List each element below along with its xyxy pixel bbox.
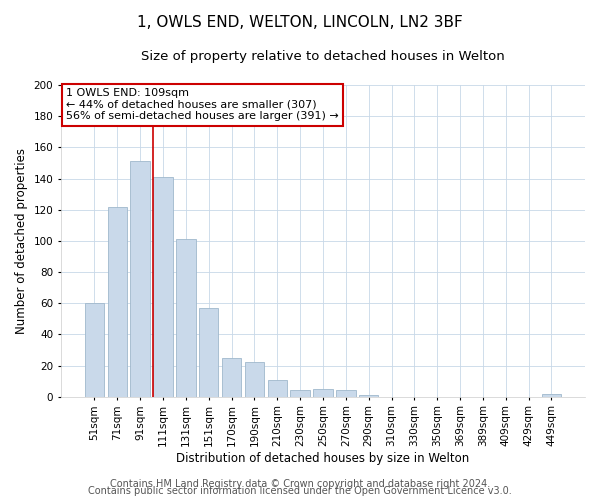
Text: 1, OWLS END, WELTON, LINCOLN, LN2 3BF: 1, OWLS END, WELTON, LINCOLN, LN2 3BF xyxy=(137,15,463,30)
Bar xyxy=(245,362,264,396)
Text: Contains HM Land Registry data © Crown copyright and database right 2024.: Contains HM Land Registry data © Crown c… xyxy=(110,479,490,489)
Bar xyxy=(268,380,287,396)
Bar xyxy=(290,390,310,396)
Y-axis label: Number of detached properties: Number of detached properties xyxy=(15,148,28,334)
Bar xyxy=(222,358,241,397)
Text: Contains public sector information licensed under the Open Government Licence v3: Contains public sector information licen… xyxy=(88,486,512,496)
Bar xyxy=(313,389,332,396)
Bar xyxy=(359,395,379,396)
Bar xyxy=(336,390,356,396)
Title: Size of property relative to detached houses in Welton: Size of property relative to detached ho… xyxy=(141,50,505,63)
Bar xyxy=(154,177,173,396)
Bar xyxy=(85,303,104,396)
Bar xyxy=(542,394,561,396)
Bar xyxy=(176,240,196,396)
Bar xyxy=(107,206,127,396)
Text: 1 OWLS END: 109sqm
← 44% of detached houses are smaller (307)
56% of semi-detach: 1 OWLS END: 109sqm ← 44% of detached hou… xyxy=(66,88,339,122)
Bar xyxy=(199,308,218,396)
Bar xyxy=(130,162,150,396)
X-axis label: Distribution of detached houses by size in Welton: Distribution of detached houses by size … xyxy=(176,452,470,465)
